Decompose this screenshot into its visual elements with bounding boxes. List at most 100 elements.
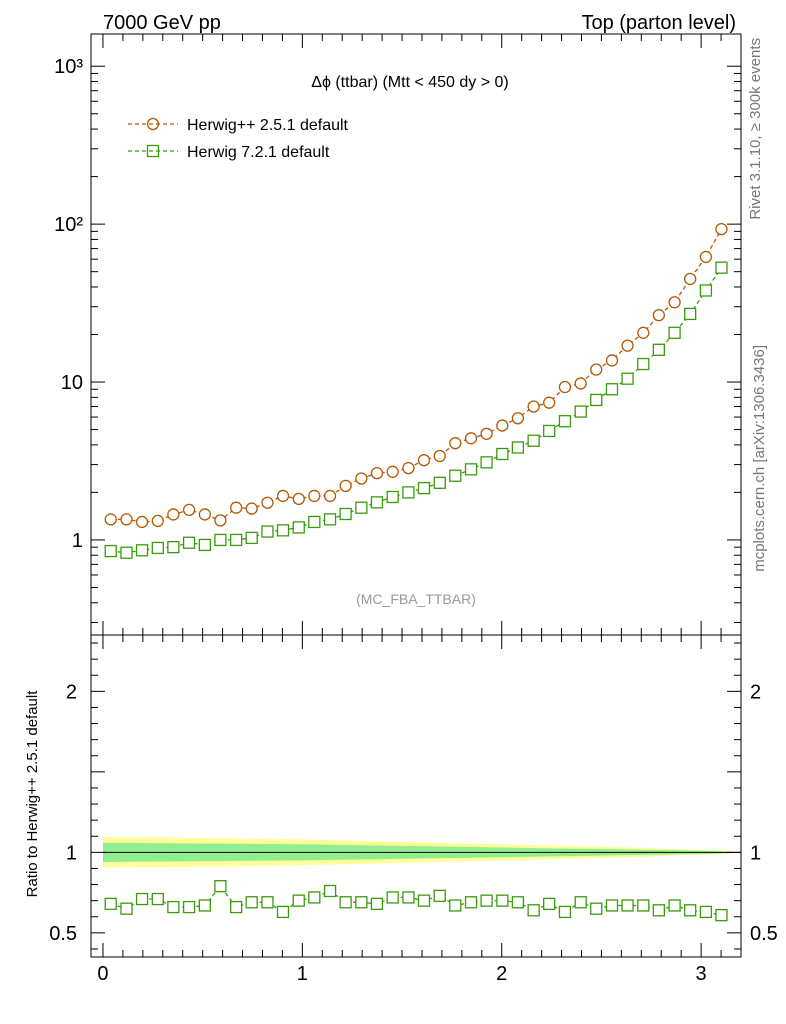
data-point-herwigpp: [370, 466, 384, 480]
data-point-herwigpp: [104, 513, 117, 526]
ratio-point-herwig7: [261, 896, 274, 909]
ratio-point-herwig7: [527, 904, 540, 917]
ratio-point-herwig7: [104, 897, 117, 911]
mcplots-label: mcplots.cern.ch [arXiv:1306.3436]: [751, 345, 768, 572]
ratio-point-herwig7: [355, 896, 368, 909]
data-point-herwigpp: [135, 515, 149, 529]
data-point-herwig7: [699, 284, 713, 297]
ratio-point-herwig7: [230, 900, 243, 914]
ratio-panel: 0.5 0.5 1 1 2 2 0 1 2 3 Ratio to Herwig++ 2.5.1 d…: [24, 634, 778, 985]
ratio-point-herwig7: [715, 908, 728, 922]
data-point-herwig7: [464, 463, 478, 476]
ratio-point-herwig7: [370, 897, 384, 911]
data-point-herwigpp: [120, 513, 133, 526]
series-line-herwig7: [110, 267, 723, 554]
data-point-herwig7: [417, 481, 431, 495]
ratio-point-herwig7: [120, 902, 133, 915]
data-point-herwig7: [308, 515, 321, 529]
ratio-point-herwig7: [214, 880, 227, 893]
main-y-tick-label: 1: [72, 530, 83, 552]
data-point-herwigpp: [684, 272, 697, 286]
data-point-herwigpp: [621, 339, 634, 352]
data-point-herwig7: [135, 544, 149, 557]
ratio-y-axis-label: Ratio to Herwig++ 2.5.1 default: [24, 690, 41, 898]
ratio-data-layer: [104, 880, 728, 922]
data-point-herwigpp: [167, 508, 180, 521]
data-point-herwig7: [684, 307, 697, 321]
data-point-herwig7: [402, 486, 415, 499]
data-point-herwigpp: [245, 502, 258, 515]
data-point-herwigpp: [198, 508, 211, 521]
data-point-herwig7: [433, 476, 446, 489]
ratio-point-herwig7: [339, 896, 352, 909]
ratio-point-herwig7: [590, 902, 603, 915]
data-point-herwig7: [511, 441, 525, 454]
data-point-herwig7: [182, 536, 196, 549]
ratio-point-herwig7: [402, 891, 415, 904]
data-point-herwigpp: [637, 326, 650, 339]
data-point-herwig7: [323, 513, 337, 526]
data-point-herwigpp: [527, 400, 540, 413]
ratio-point-herwig7: [699, 905, 713, 919]
data-point-herwigpp: [182, 503, 196, 517]
ratio-point-herwig7: [652, 904, 666, 917]
header-left-label: 7000 GeV pp: [103, 12, 221, 34]
data-point-herwig7: [652, 343, 666, 356]
ratio-series-line-herwig7: [110, 885, 722, 916]
data-point-herwig7: [637, 357, 650, 371]
data-point-herwig7: [527, 434, 540, 447]
data-point-herwig7: [261, 525, 274, 538]
data-point-herwig7: [480, 456, 493, 469]
data-point-herwig7: [104, 544, 117, 558]
ratio-point-herwig7: [480, 894, 493, 907]
ratio-point-herwig7: [386, 891, 399, 904]
data-point-herwigpp: [652, 309, 666, 322]
data-point-herwig7: [276, 524, 290, 537]
ratio-point-herwig7: [464, 896, 478, 909]
data-point-herwigpp: [151, 514, 164, 528]
watermark-label: (MC_FBA_TTBAR): [356, 591, 476, 607]
ratio-point-herwig7: [511, 896, 525, 909]
ratio-point-herwig7: [276, 905, 290, 919]
data-point-herwigpp: [574, 377, 587, 390]
ratio-y-tick-label-right: 2: [750, 681, 761, 703]
ratio-y-tick-label-right: 1: [750, 842, 761, 864]
data-point-herwig7: [245, 531, 258, 545]
data-point-herwigpp: [480, 427, 493, 440]
ratio-y-tick-label: 2: [66, 681, 77, 703]
ratio-point-herwig7: [292, 894, 305, 907]
data-point-herwig7: [167, 541, 180, 554]
data-point-herwig7: [449, 469, 462, 482]
legend-entry-herwigpp: Herwig++ 2.5.1 default: [128, 117, 349, 134]
ratio-point-herwig7: [167, 900, 180, 914]
ratio-point-herwig7: [198, 899, 211, 912]
data-point-herwig7: [198, 538, 211, 552]
ratio-point-herwig7: [558, 905, 572, 919]
data-point-herwigpp: [308, 489, 321, 503]
data-point-herwig7: [715, 261, 728, 274]
data-point-herwig7: [621, 372, 634, 385]
data-point-herwig7: [574, 405, 587, 418]
ratio-point-herwig7: [245, 896, 258, 909]
data-point-herwigpp: [590, 363, 603, 376]
data-point-herwigpp: [668, 296, 681, 309]
data-point-herwigpp: [605, 354, 619, 367]
ratio-point-herwig7: [151, 892, 164, 906]
data-point-herwig7: [668, 326, 681, 339]
data-point-herwig7: [355, 501, 368, 514]
x-tick-label: 3: [696, 963, 707, 985]
x-tick-label: 2: [496, 963, 507, 985]
ratio-point-herwig7: [417, 894, 431, 907]
data-point-herwigpp: [402, 461, 415, 475]
ratio-y-tick-label: 0.5: [49, 923, 77, 945]
data-point-herwigpp: [699, 250, 713, 264]
data-point-herwig7: [496, 447, 509, 461]
data-point-herwigpp: [496, 419, 509, 432]
rivet-label: Rivet 3.1.10, ≥ 300k events: [747, 38, 764, 220]
legend-label-herwigpp: Herwig++ 2.5.1 default: [187, 117, 349, 134]
main-title: Δϕ (ttbar) (Mtt < 450 dy > 0): [311, 74, 509, 91]
data-point-herwigpp: [511, 412, 525, 425]
ratio-point-herwig7: [668, 899, 681, 912]
